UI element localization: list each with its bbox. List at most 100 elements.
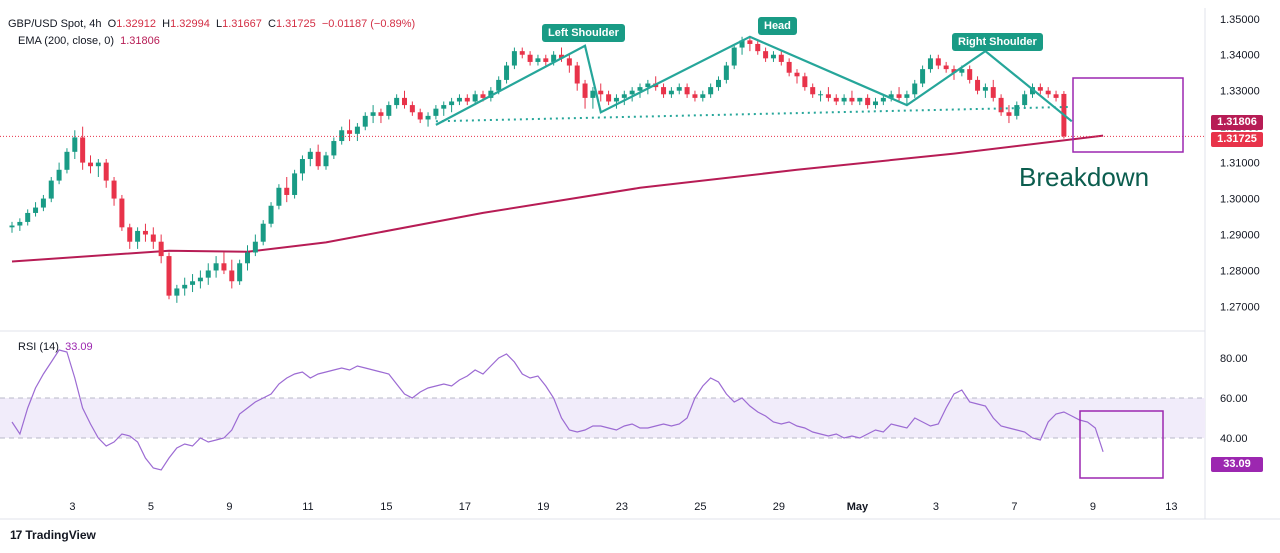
right-shoulder-label: Right Shoulder [952, 33, 1043, 51]
candle-body [629, 90, 635, 95]
low-value: 1.31667 [222, 18, 262, 30]
candle-body [511, 51, 517, 66]
overlays [0, 77, 1205, 479]
rsi-header: RSI (14) 33.09 [18, 340, 93, 354]
close-label: C [267, 18, 276, 30]
candle-body [276, 187, 282, 206]
candle-body [221, 263, 227, 271]
close-value: 1.31725 [275, 18, 316, 30]
time-tick-label: 15 [380, 501, 392, 513]
candle-body [252, 241, 258, 253]
candle-body [912, 83, 918, 95]
candle-body [425, 115, 431, 120]
time-tick-label: 11 [302, 501, 313, 513]
candle-body [268, 205, 274, 224]
candle-body [747, 40, 753, 44]
time-tick-label: 3 [69, 501, 75, 513]
open-label: O [107, 18, 117, 30]
time-tick-label: 9 [226, 501, 232, 513]
price-tick-label: 1.33000 [1220, 86, 1260, 98]
rsi-tick-label: 60.00 [1220, 393, 1248, 405]
ema-value: 1.31806 [120, 35, 160, 47]
candle-body [770, 54, 776, 59]
candle-body [684, 87, 690, 95]
pattern-outline [435, 35, 1073, 126]
candle-body [661, 87, 667, 95]
candle-body [40, 198, 46, 208]
candle-body [409, 105, 415, 113]
tradingview-logo[interactable]: 17 TradingView [10, 528, 96, 542]
candle-body [197, 277, 203, 282]
candle-body [700, 94, 706, 98]
candle-body [9, 225, 15, 228]
time-tick-label: 17 [459, 501, 471, 513]
ema-header: EMA (200, close, 0) 1.31806 [18, 34, 160, 48]
candle-body [166, 256, 172, 296]
price-tick-label: 1.28000 [1220, 265, 1260, 277]
candle-body [975, 79, 981, 91]
candle-body [362, 115, 368, 127]
candle-body [606, 94, 612, 102]
candle-body [190, 281, 196, 285]
candle-body [598, 90, 604, 95]
candle-body [543, 58, 549, 62]
candle-body [613, 97, 619, 102]
candle-body [896, 94, 902, 98]
rsi-path [11, 349, 1104, 471]
breakdown-price-box [1072, 77, 1184, 153]
candle-body [904, 94, 910, 98]
candle-body [1045, 90, 1051, 95]
ema-200-line [11, 134, 1104, 263]
candle-body [472, 94, 478, 102]
candle-body [959, 69, 965, 73]
candle-body [480, 94, 486, 98]
candle-body [449, 101, 455, 106]
candle-body [339, 130, 345, 142]
candle-body [645, 83, 651, 88]
candle-body [119, 198, 125, 228]
time-tick-label: 9 [1090, 501, 1096, 513]
price-tick-label: 1.34000 [1220, 50, 1260, 62]
candle-body [755, 43, 761, 52]
candle-body [292, 173, 298, 195]
rsi-tick-label: 40.00 [1220, 433, 1248, 445]
rsi-tick-label: 80.00 [1220, 353, 1248, 365]
candle-body [229, 270, 235, 282]
candle-body [394, 97, 400, 106]
candle-body [935, 58, 941, 66]
candle-body [825, 94, 831, 98]
candle-body [880, 97, 886, 102]
candle-body [716, 79, 721, 88]
candle-body [833, 97, 839, 102]
rsi-label: RSI (14) [18, 341, 59, 353]
candle-body [943, 65, 949, 70]
candle-body [982, 87, 988, 91]
candle-body [88, 162, 93, 167]
candle-body [873, 101, 878, 106]
candle-body [386, 105, 392, 116]
candle-body [519, 51, 525, 55]
candle-body [95, 162, 101, 167]
candle-body [103, 162, 109, 181]
candle-body [810, 87, 816, 95]
candle-body [213, 263, 219, 271]
tv-logo-icon: 17 [10, 528, 22, 542]
candle-body [182, 284, 188, 289]
price-tick-label: 1.35000 [1220, 14, 1260, 26]
candle-body [802, 76, 808, 88]
time-tick-label: 19 [537, 501, 549, 513]
candle-body [205, 270, 211, 278]
candle-body [299, 159, 305, 174]
candle-body [527, 54, 533, 62]
candle-body [354, 126, 360, 134]
candle-body [778, 54, 784, 62]
candle-body [56, 169, 62, 181]
candle-body [25, 212, 31, 222]
candle-body [237, 263, 243, 282]
breakdown-rsi-box [1079, 410, 1164, 479]
candle-body [692, 94, 698, 98]
rsi-line [11, 349, 1104, 471]
price-tick-label: 1.27000 [1220, 301, 1260, 313]
logo-text: TradingView [25, 528, 96, 542]
